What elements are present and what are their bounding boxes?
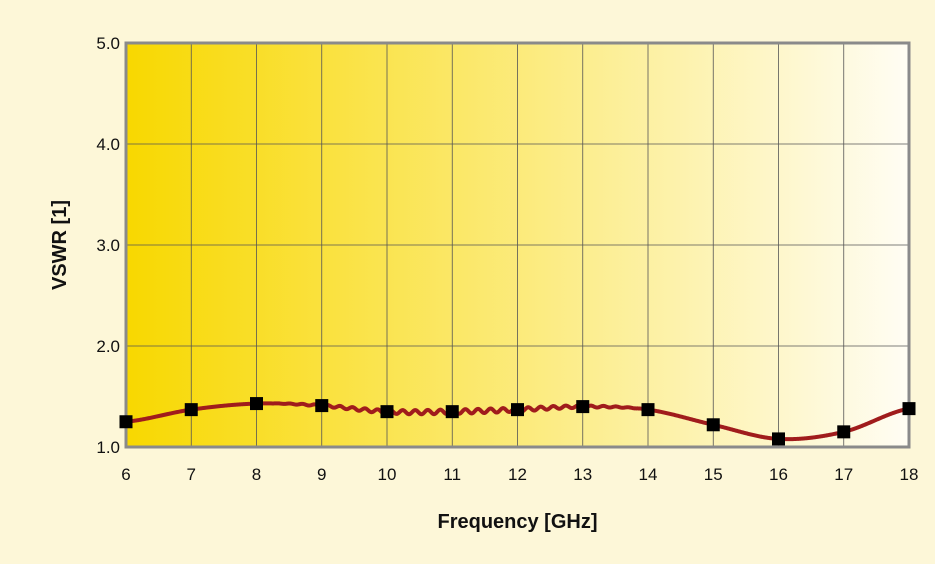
data-point-marker bbox=[315, 399, 328, 412]
x-tick-label: 10 bbox=[378, 465, 397, 484]
x-axis-title: Frequency [GHz] bbox=[437, 511, 597, 533]
data-point-marker bbox=[837, 425, 850, 438]
x-tick-label: 7 bbox=[187, 465, 196, 484]
y-tick-label: 5.0 bbox=[96, 34, 120, 53]
y-tick-label: 3.0 bbox=[96, 236, 120, 255]
x-tick-label: 8 bbox=[252, 465, 261, 484]
y-axis-ticks: 1.0 2.0 3.0 4.0 5.0 bbox=[96, 34, 120, 457]
x-tick-label: 9 bbox=[317, 465, 326, 484]
x-tick-label: 17 bbox=[834, 465, 853, 484]
data-point-marker bbox=[511, 403, 524, 416]
x-axis-ticks: 6 7 8 9 10 11 12 13 14 15 16 17 18 bbox=[121, 465, 918, 484]
data-point-marker bbox=[576, 400, 589, 413]
y-tick-label: 2.0 bbox=[96, 337, 120, 356]
y-tick-label: 1.0 bbox=[96, 438, 120, 457]
x-tick-label: 13 bbox=[573, 465, 592, 484]
data-point-marker bbox=[250, 397, 263, 410]
x-tick-label: 12 bbox=[508, 465, 527, 484]
data-point-marker bbox=[120, 415, 133, 428]
data-point-marker bbox=[903, 402, 916, 415]
y-axis-title: VSWR [1] bbox=[49, 200, 71, 290]
data-point-marker bbox=[185, 403, 198, 416]
x-tick-label: 14 bbox=[639, 465, 658, 484]
x-tick-label: 15 bbox=[704, 465, 723, 484]
data-point-marker bbox=[772, 432, 785, 445]
y-tick-label: 4.0 bbox=[96, 135, 120, 154]
data-point-marker bbox=[446, 405, 459, 418]
x-tick-label: 18 bbox=[900, 465, 919, 484]
x-tick-label: 6 bbox=[121, 465, 130, 484]
data-point-marker bbox=[381, 405, 394, 418]
x-tick-label: 11 bbox=[443, 465, 461, 484]
x-tick-label: 16 bbox=[769, 465, 788, 484]
data-point-marker bbox=[642, 403, 655, 416]
data-point-marker bbox=[707, 418, 720, 431]
